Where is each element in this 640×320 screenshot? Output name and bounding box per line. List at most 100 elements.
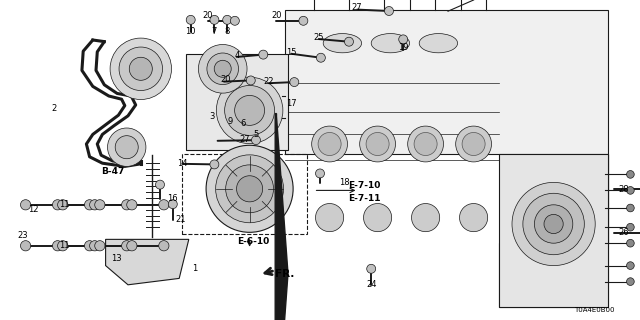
Ellipse shape — [419, 34, 458, 53]
Circle shape — [210, 160, 219, 169]
Circle shape — [312, 126, 348, 162]
Circle shape — [456, 126, 492, 162]
Circle shape — [344, 37, 353, 46]
Circle shape — [159, 200, 169, 210]
Circle shape — [226, 165, 273, 213]
Text: 3: 3 — [210, 112, 215, 121]
Circle shape — [544, 214, 563, 234]
Circle shape — [460, 204, 488, 232]
Text: 16: 16 — [168, 194, 178, 203]
Ellipse shape — [323, 34, 362, 53]
Circle shape — [214, 60, 231, 77]
Circle shape — [225, 85, 275, 135]
Circle shape — [364, 204, 392, 232]
Circle shape — [316, 53, 325, 62]
Text: 27: 27 — [352, 3, 362, 12]
Text: 20: 20 — [271, 11, 282, 20]
Circle shape — [627, 223, 634, 231]
Circle shape — [58, 241, 68, 251]
Circle shape — [108, 128, 146, 166]
Circle shape — [156, 180, 164, 189]
Polygon shape — [285, 10, 608, 307]
Circle shape — [223, 15, 232, 24]
Circle shape — [122, 241, 132, 251]
Text: 7: 7 — [212, 27, 217, 36]
Circle shape — [316, 204, 344, 232]
Circle shape — [523, 193, 584, 255]
Circle shape — [90, 241, 100, 251]
Text: 19: 19 — [398, 43, 408, 52]
Circle shape — [534, 205, 573, 243]
Circle shape — [127, 200, 137, 210]
Text: 11: 11 — [59, 200, 69, 209]
Text: T0A4E0B00: T0A4E0B00 — [574, 308, 614, 313]
Circle shape — [627, 204, 634, 212]
Text: E-7-10: E-7-10 — [349, 181, 381, 190]
Circle shape — [252, 136, 260, 145]
Text: 11: 11 — [59, 241, 69, 250]
Circle shape — [119, 47, 163, 91]
Circle shape — [259, 50, 268, 59]
Circle shape — [58, 200, 68, 210]
Text: 28: 28 — [619, 185, 629, 194]
Text: 18: 18 — [339, 178, 349, 187]
Text: 21: 21 — [175, 215, 186, 224]
Circle shape — [20, 241, 31, 251]
Ellipse shape — [371, 34, 410, 53]
Circle shape — [627, 239, 634, 247]
Circle shape — [216, 77, 283, 144]
Text: 17: 17 — [286, 100, 296, 108]
Text: 2: 2 — [52, 104, 57, 113]
Circle shape — [408, 126, 444, 162]
Circle shape — [627, 278, 634, 285]
Text: 27: 27 — [239, 135, 250, 144]
Text: 8: 8 — [225, 27, 230, 36]
Polygon shape — [106, 239, 189, 285]
Circle shape — [168, 200, 177, 209]
Circle shape — [360, 126, 396, 162]
Circle shape — [52, 200, 63, 210]
Circle shape — [235, 95, 264, 125]
Circle shape — [210, 15, 219, 24]
Text: 22: 22 — [264, 77, 274, 86]
Circle shape — [207, 53, 239, 84]
Circle shape — [206, 145, 293, 232]
Text: 20: 20 — [203, 11, 213, 20]
Circle shape — [198, 44, 247, 93]
Circle shape — [237, 176, 262, 202]
Circle shape — [115, 136, 138, 159]
Circle shape — [84, 241, 95, 251]
Circle shape — [230, 16, 239, 25]
Circle shape — [127, 241, 137, 251]
Text: 25: 25 — [314, 33, 324, 42]
Text: 9: 9 — [228, 117, 233, 126]
FancyArrow shape — [275, 114, 288, 320]
Circle shape — [367, 264, 376, 273]
Circle shape — [159, 241, 169, 251]
Text: 13: 13 — [111, 254, 122, 263]
Circle shape — [512, 182, 595, 266]
Circle shape — [627, 171, 634, 178]
Circle shape — [246, 76, 255, 85]
Circle shape — [52, 241, 63, 251]
Circle shape — [90, 200, 100, 210]
Circle shape — [95, 200, 105, 210]
Circle shape — [84, 200, 95, 210]
Circle shape — [412, 204, 440, 232]
Text: 4: 4 — [234, 52, 239, 60]
Bar — [186, 54, 288, 150]
Circle shape — [186, 15, 195, 24]
Text: 26: 26 — [619, 228, 629, 237]
Circle shape — [129, 57, 152, 80]
Circle shape — [462, 132, 485, 156]
Circle shape — [399, 35, 408, 44]
Circle shape — [122, 200, 132, 210]
Circle shape — [216, 155, 284, 223]
Circle shape — [414, 132, 437, 156]
Circle shape — [627, 262, 634, 269]
Circle shape — [95, 241, 105, 251]
Circle shape — [290, 78, 299, 87]
Circle shape — [110, 38, 172, 100]
Text: 20: 20 — [221, 76, 231, 84]
Circle shape — [318, 132, 341, 156]
